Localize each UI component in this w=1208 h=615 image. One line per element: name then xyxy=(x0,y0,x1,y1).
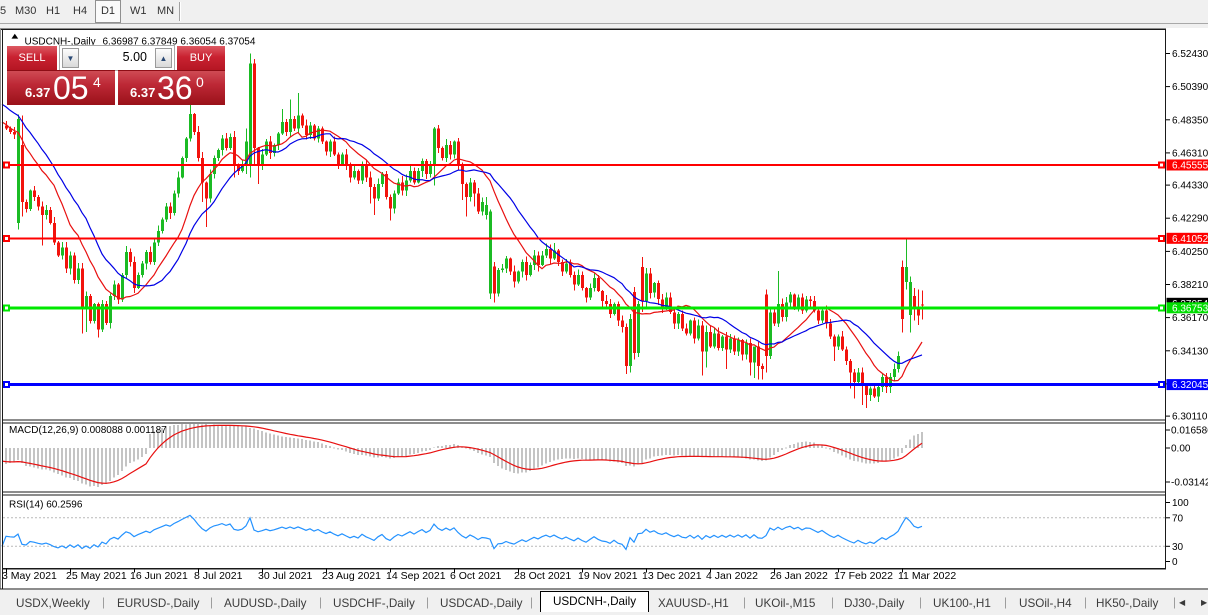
svg-text:19 Nov 2021: 19 Nov 2021 xyxy=(578,570,638,582)
svg-text:14 Sep 2021: 14 Sep 2021 xyxy=(386,570,446,582)
svg-text:6.48350: 6.48350 xyxy=(1172,115,1208,126)
svg-text:0: 0 xyxy=(1172,557,1178,568)
svg-text:6.46310: 6.46310 xyxy=(1172,148,1208,159)
svg-text:6.30110: 6.30110 xyxy=(1172,412,1208,423)
svg-text:25 May 2021: 25 May 2021 xyxy=(66,570,127,582)
svg-text:MACD(12,26,9) 0.008088 0.00118: MACD(12,26,9) 0.008088 0.001187 xyxy=(9,425,167,436)
svg-text:8 Jul 2021: 8 Jul 2021 xyxy=(194,570,243,582)
svg-text:11 Mar 2022: 11 Mar 2022 xyxy=(898,570,956,582)
svg-text:6.34130: 6.34130 xyxy=(1172,346,1208,357)
svg-text:16 Jun 2021: 16 Jun 2021 xyxy=(130,570,188,582)
svg-text:6.45555: 6.45555 xyxy=(1172,161,1208,172)
svg-text:0.016586: 0.016586 xyxy=(1171,426,1208,437)
svg-text:6.44330: 6.44330 xyxy=(1172,181,1208,192)
svg-text:30: 30 xyxy=(1172,542,1184,553)
svg-text:6.36987 6.37849 6.36054 6.3705: 6.36987 6.37849 6.36054 6.37054 xyxy=(103,37,256,48)
svg-text:26 Jan 2022: 26 Jan 2022 xyxy=(770,570,828,582)
svg-text:6.50390: 6.50390 xyxy=(1172,82,1208,93)
svg-text:28 Oct 2021: 28 Oct 2021 xyxy=(514,570,571,582)
svg-text:4 Jan 2022: 4 Jan 2022 xyxy=(706,570,758,582)
svg-text:70: 70 xyxy=(1172,513,1184,524)
svg-text:6.40250: 6.40250 xyxy=(1172,247,1208,258)
svg-text:23 Aug 2021: 23 Aug 2021 xyxy=(322,570,381,582)
svg-text:6.41052: 6.41052 xyxy=(1172,234,1208,245)
svg-text:6.42290: 6.42290 xyxy=(1172,214,1208,225)
svg-text:13 Dec 2021: 13 Dec 2021 xyxy=(642,570,702,582)
svg-text:30 Jul 2021: 30 Jul 2021 xyxy=(258,570,312,582)
svg-text:0.00: 0.00 xyxy=(1171,444,1191,455)
svg-text:3 May 2021: 3 May 2021 xyxy=(2,570,57,582)
svg-text:6.52430: 6.52430 xyxy=(1172,49,1208,60)
svg-text:6.36170: 6.36170 xyxy=(1172,313,1208,324)
svg-text:6.36753: 6.36753 xyxy=(1172,303,1208,314)
svg-text:6.38210: 6.38210 xyxy=(1172,280,1208,291)
svg-text:17 Feb 2022: 17 Feb 2022 xyxy=(834,570,893,582)
svg-text:6.32045: 6.32045 xyxy=(1172,380,1208,391)
svg-text:USDCNH-,Daily: USDCNH-,Daily xyxy=(25,37,96,48)
svg-text:RSI(14) 60.2596: RSI(14) 60.2596 xyxy=(9,500,83,511)
svg-text:100: 100 xyxy=(1172,498,1189,509)
svg-text:6 Oct 2021: 6 Oct 2021 xyxy=(450,570,502,582)
